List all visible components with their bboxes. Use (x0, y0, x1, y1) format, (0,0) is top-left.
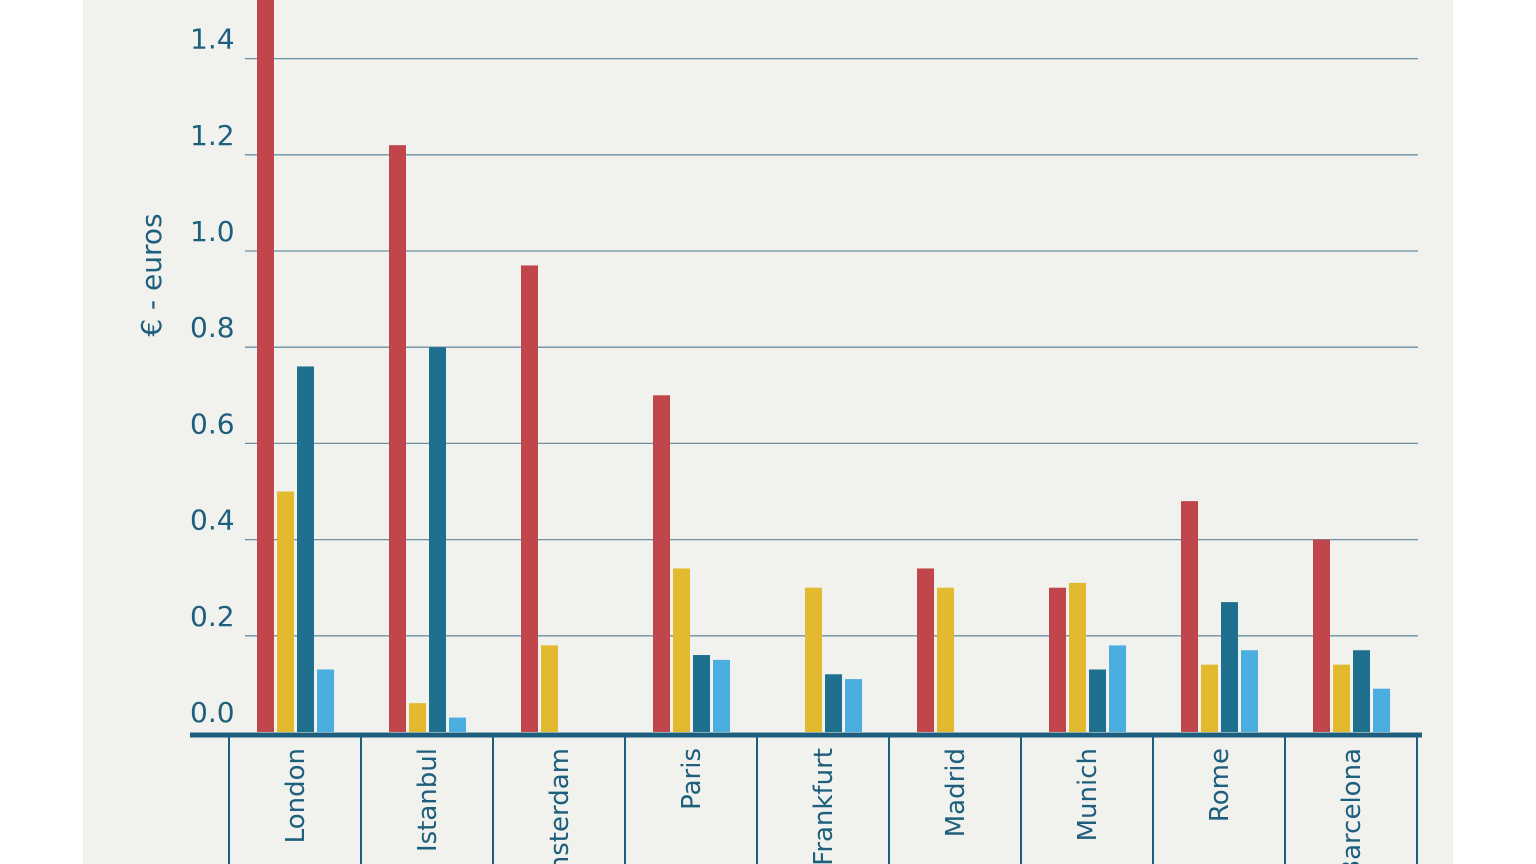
bar (521, 265, 538, 732)
bar (317, 669, 334, 732)
y-tick-labels: 0.0 0.2 0.4 0.6 0.8 1.0 1.2 1.4 (190, 23, 235, 729)
bar (845, 679, 862, 732)
y-tick-label: 1.4 (190, 23, 235, 56)
category-label: Munich (1073, 748, 1103, 841)
bar (429, 347, 446, 732)
y-axis-label: € - euros (135, 213, 168, 336)
category-label: London (281, 748, 311, 843)
bar (1089, 669, 1106, 732)
bar (1069, 582, 1086, 732)
bar (1373, 688, 1390, 732)
category-label: Rome (1205, 748, 1235, 822)
bar (917, 568, 934, 732)
bar (1049, 587, 1066, 732)
y-tick-label: 0.4 (190, 504, 235, 537)
bar (449, 717, 466, 732)
bar (805, 587, 822, 732)
category-label: Paris (677, 748, 707, 810)
grid-lines (245, 57, 1418, 637)
bar (937, 587, 954, 732)
bar (297, 366, 314, 732)
bar (1109, 645, 1126, 732)
x-axis (190, 732, 1422, 864)
bar (1353, 650, 1370, 732)
bar (277, 491, 294, 732)
y-tick-label: 0.8 (190, 311, 235, 344)
y-tick-label: 0.2 (190, 600, 235, 633)
bar (541, 645, 558, 732)
y-tick-label: 1.2 (190, 119, 235, 152)
y-tick-label: 0.0 (190, 696, 235, 729)
category-label: Istanbul (413, 748, 443, 852)
bar (653, 395, 670, 732)
y-tick-label: 1.0 (190, 215, 235, 248)
y-tick-label: 0.6 (190, 407, 235, 440)
bar (693, 655, 710, 732)
bar (673, 568, 690, 732)
bar (409, 703, 426, 732)
bars (257, 0, 1390, 732)
bar (389, 145, 406, 732)
bar (1241, 650, 1258, 732)
category-label: Amsterdam (545, 748, 575, 864)
bar (1333, 664, 1350, 732)
bar (1181, 501, 1198, 732)
category-label: Madrid (941, 748, 971, 837)
bar (257, 0, 274, 732)
category-labels: London Istanbul Amsterdam Paris Frankfurt Mad… (281, 748, 1367, 864)
category-label: Barcelona (1337, 748, 1367, 864)
bar (713, 659, 730, 732)
bar (1313, 539, 1330, 732)
bar (1201, 664, 1218, 732)
category-label: Frankfurt (809, 748, 839, 864)
bar (825, 674, 842, 732)
bar (1221, 602, 1238, 732)
